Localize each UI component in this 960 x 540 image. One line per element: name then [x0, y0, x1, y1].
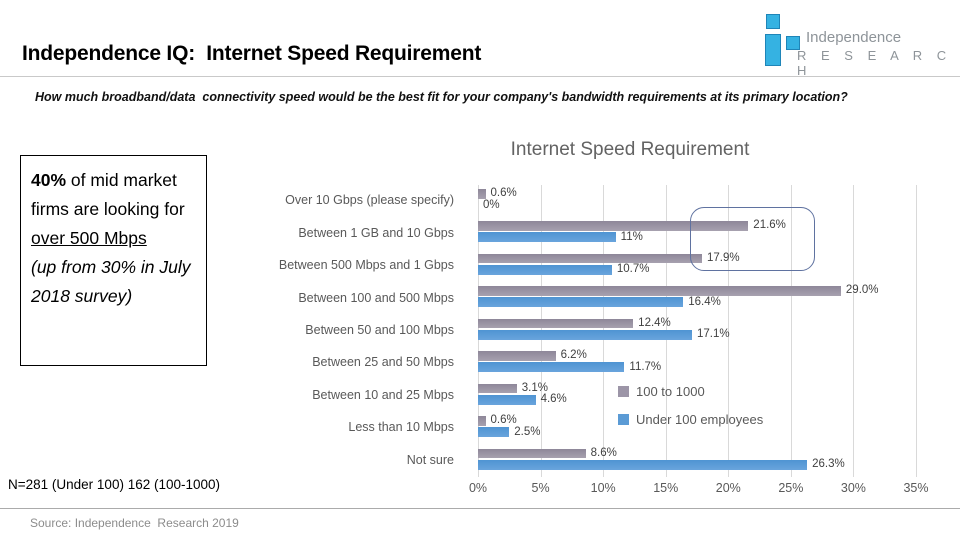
plot-area: 0.6% 0% 21.6% 11% 17.9% 10.7% 29.0% 16.4% 12.4% 1…	[478, 185, 928, 477]
bar-100-to-1000	[478, 448, 586, 459]
chart-row: 0.6% 0%	[478, 185, 928, 217]
bar-100-to-1000	[478, 221, 749, 231]
data-label: 0%	[483, 198, 500, 211]
category-label: Over 10 Gbps (please specify)	[285, 193, 454, 208]
gridline	[790, 185, 792, 477]
key-stat-body: of mid market firms are looking for	[31, 170, 185, 219]
header-divider	[0, 76, 960, 77]
chart-row: 21.6% 11%	[478, 217, 928, 249]
category-label: Between 100 and 500 Mbps	[298, 290, 454, 305]
data-label: 0.6%	[490, 187, 517, 199]
x-tick-label: 5%	[531, 481, 550, 495]
chart-row: 12.4% 17.1%	[478, 315, 928, 347]
logo-text-line2: R E S E A R C H	[797, 48, 952, 78]
legend-swatch-icon	[618, 414, 629, 425]
chart-row: 6.2% 11.7%	[478, 347, 928, 379]
x-tick-label: 20%	[715, 481, 741, 495]
legend-item: 100 to 1000	[618, 384, 705, 399]
bar-100-to-1000	[478, 416, 486, 426]
data-label: 11%	[620, 230, 643, 243]
category-label: Between 1 GB and 10 Gbps	[298, 225, 454, 240]
data-label: 2.5%	[514, 425, 541, 438]
chart-row: 3.1% 4.6%	[478, 380, 928, 412]
bar-100-to-1000	[478, 189, 486, 199]
key-stat-lead: 40%	[31, 170, 67, 190]
bar-under-100	[478, 264, 612, 275]
x-tick-label: 0%	[468, 481, 488, 495]
data-label: 8.6%	[590, 446, 617, 459]
category-label: Not sure	[406, 452, 454, 467]
bar-100-to-1000	[478, 351, 556, 361]
chart-row: 8.6% 26.3%	[478, 445, 928, 477]
bar-under-100	[478, 427, 510, 438]
data-label: 21.6%	[753, 219, 786, 232]
chart-row: 29.0% 16.4%	[478, 282, 928, 314]
logo-square-right-icon	[786, 36, 800, 50]
x-tick-label: 10%	[590, 481, 616, 495]
legend-swatch-icon	[618, 386, 629, 397]
x-tick-label: 35%	[903, 481, 929, 495]
data-label: 4.6%	[540, 393, 567, 406]
logo-square-top-icon	[766, 14, 780, 29]
bar-100-to-1000	[478, 253, 702, 264]
source-note: Source: Independence Research 2019	[30, 516, 239, 530]
x-tick-label: 25%	[778, 481, 804, 495]
data-label: 11.7%	[629, 360, 662, 373]
gridline	[853, 185, 855, 477]
bar-under-100	[478, 362, 625, 373]
key-stat-box: 40% of mid market firms are looking for …	[20, 155, 207, 366]
survey-question: How much broadband/data connectivity spe…	[35, 90, 848, 104]
x-tick-label: 30%	[840, 481, 866, 495]
data-label: 29.0%	[845, 284, 879, 297]
x-tick-label: 15%	[653, 481, 679, 495]
data-label: 0.6%	[490, 414, 517, 427]
key-stat-note: (up from 30% in July 2018 survey)	[31, 257, 191, 306]
footer-divider	[0, 508, 960, 509]
data-label: 6.2%	[560, 349, 587, 362]
bar-100-to-1000	[478, 318, 634, 329]
bar-under-100	[478, 459, 808, 470]
data-label: 17.9%	[707, 251, 740, 264]
sample-size-note: N=281 (Under 100) 162 (100-1000)	[8, 477, 221, 492]
bar-under-100	[478, 297, 684, 308]
logo-stem-icon	[765, 34, 781, 66]
data-label: 3.1%	[521, 381, 548, 394]
data-label: 16.4%	[688, 295, 721, 308]
category-label: Between 50 and 100 Mbps	[305, 323, 454, 337]
bar-under-100	[478, 394, 536, 405]
bar-under-100	[478, 232, 616, 243]
bar-100-to-1000	[478, 286, 841, 296]
page-title: Independence IQ: Internet Speed Requirem…	[22, 42, 482, 65]
gridline	[728, 185, 730, 477]
data-label: 10.7%	[616, 263, 650, 276]
legend-label: Under 100 employees	[636, 412, 764, 427]
bar-100-to-1000	[478, 383, 517, 394]
legend-item: Under 100 employees	[618, 412, 763, 427]
chart-row: 0.6% 2.5%	[478, 412, 928, 444]
legend-label: 100 to 1000	[636, 384, 705, 399]
data-label: 26.3%	[812, 458, 845, 471]
category-label: Less than 10 Mbps	[348, 420, 454, 435]
key-stat-highlight: over 500 Mbps	[31, 228, 147, 248]
chart-row: 17.9% 10.7%	[478, 250, 928, 282]
chart-title: Internet Speed Requirement	[510, 139, 750, 160]
logo-text-line1: Independence	[806, 29, 902, 46]
bar-under-100	[478, 329, 692, 340]
data-label: 17.1%	[696, 328, 730, 341]
x-axis: 0% 5% 10% 15% 20% 25% 30% 35%	[469, 481, 938, 501]
category-label: Between 25 and 50 Mbps	[312, 355, 454, 370]
gridline	[916, 185, 917, 477]
category-label: Between 500 Mbps and 1 Gbps	[278, 258, 454, 273]
category-label: Between 10 and 25 Mbps	[312, 387, 454, 402]
data-label: 12.4%	[638, 316, 671, 329]
